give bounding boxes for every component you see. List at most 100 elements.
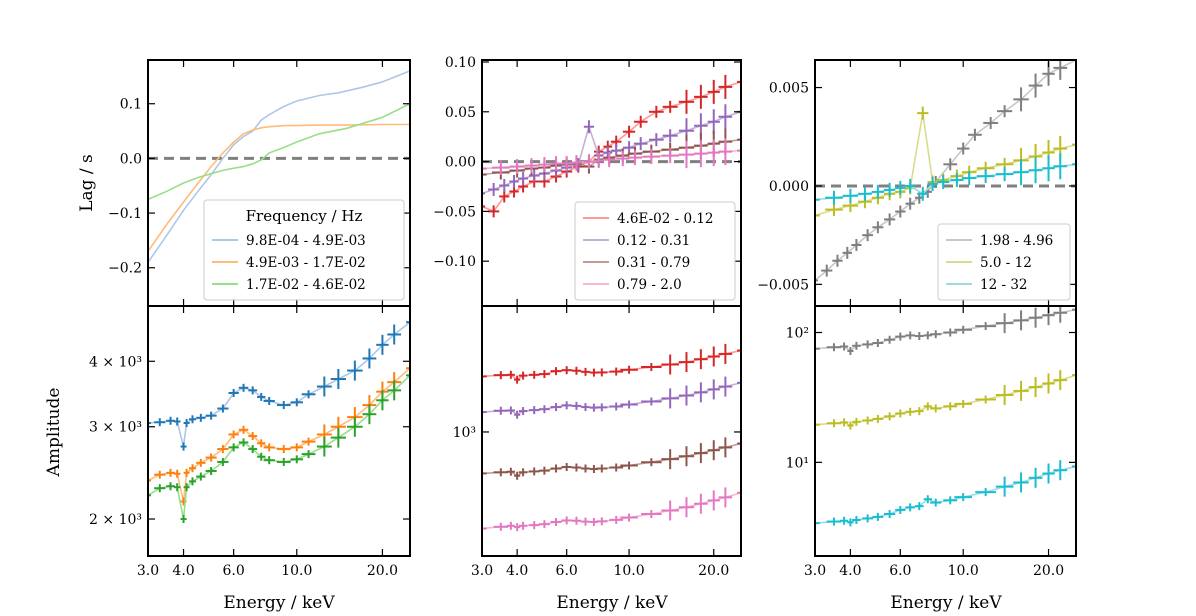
data-point — [183, 468, 190, 477]
y-tick-label: −0.005 — [757, 277, 809, 293]
data-point — [962, 171, 977, 186]
data-point — [678, 141, 695, 169]
legend-entry: 9.8E-04 - 4.9E-03 — [212, 233, 366, 249]
data-point — [815, 274, 818, 287]
data-point — [862, 229, 873, 242]
axes-frame — [481, 305, 742, 557]
data-point — [528, 406, 540, 415]
data-point — [718, 138, 733, 166]
data-point — [257, 439, 266, 448]
data-point — [609, 367, 624, 376]
series-lag-1 — [815, 60, 1076, 287]
data-point — [263, 456, 275, 465]
data-point — [1042, 463, 1055, 484]
data-point — [825, 190, 843, 205]
data-point — [872, 512, 884, 521]
x-tick-label: 20.0 — [1033, 563, 1064, 579]
data-point — [1072, 306, 1076, 320]
data-point — [1013, 87, 1029, 112]
data-point — [482, 200, 485, 213]
data-point — [248, 432, 258, 441]
data-point — [205, 466, 217, 475]
data-point — [506, 521, 515, 530]
x-tick-label: 4.0 — [506, 563, 528, 579]
data-point — [550, 367, 562, 376]
data-point — [482, 186, 485, 200]
y-tick-label: 0.00 — [445, 155, 476, 171]
data-point — [290, 398, 303, 407]
y-tick-label: 4 × 10³ — [89, 354, 142, 370]
data-point — [950, 173, 964, 188]
data-point — [678, 497, 695, 518]
data-point — [815, 208, 820, 222]
data-point — [290, 443, 303, 452]
model-line — [148, 374, 410, 520]
x-axis-label-col-1: Energy / keV — [223, 593, 335, 613]
series-lag-3 — [815, 151, 1076, 207]
data-point — [862, 514, 873, 523]
data-point — [166, 482, 175, 491]
data-point — [954, 493, 973, 502]
plot-area — [482, 69, 741, 218]
series-amp-1 — [148, 312, 410, 451]
data-point — [596, 368, 608, 377]
data-point — [571, 401, 582, 410]
data-point — [678, 352, 695, 373]
data-point — [648, 133, 664, 147]
data-point — [633, 115, 648, 128]
data-point — [943, 158, 958, 171]
data-point — [852, 515, 861, 524]
series-lag-3 — [148, 102, 410, 201]
series-lag-1 — [482, 69, 741, 218]
data-point — [884, 510, 896, 519]
data-point — [851, 238, 862, 251]
data-point — [217, 404, 229, 413]
data-point — [570, 155, 583, 171]
data-point — [518, 521, 528, 530]
data-point — [872, 414, 884, 423]
data-point — [839, 342, 849, 351]
amp-ylabel: Amplitude — [44, 388, 64, 478]
data-point — [528, 370, 540, 379]
legend-label: 12 - 32 — [980, 277, 1028, 293]
data-point — [620, 513, 638, 522]
data-point — [610, 144, 622, 158]
y-tick-label: 10¹ — [786, 455, 809, 471]
data-point — [1028, 377, 1043, 398]
legend-box — [937, 223, 1071, 301]
data-point — [1028, 73, 1043, 98]
data-point — [847, 518, 854, 527]
data-point — [826, 517, 842, 526]
data-point — [930, 330, 942, 339]
series-amp-2 — [482, 372, 741, 419]
data-point — [641, 363, 662, 372]
x-axis-label-col-2: Energy / keV — [556, 593, 668, 613]
data-point — [581, 464, 590, 473]
data-point — [641, 510, 662, 519]
data-point — [662, 129, 678, 143]
data-point — [528, 467, 540, 476]
data-point — [257, 452, 266, 461]
legend: 4.6E-02 - 0.12 0.12 - 0.31 0.31 - 0.79 0.79… — [574, 201, 736, 301]
data-point — [975, 322, 997, 331]
data-point — [506, 467, 515, 476]
data-point — [571, 366, 582, 375]
data-point — [694, 140, 708, 168]
data-point — [718, 376, 733, 397]
data-point — [506, 406, 515, 415]
data-point — [641, 458, 662, 467]
data-point — [406, 365, 410, 386]
data-point — [493, 522, 509, 531]
legend-entry: 0.31 - 0.79 — [583, 255, 690, 271]
data-point — [678, 89, 695, 114]
data-point — [257, 392, 266, 401]
data-point — [183, 483, 190, 492]
data-point — [538, 370, 550, 379]
data-point — [884, 213, 896, 226]
series-amp-3 — [148, 365, 410, 524]
data-point — [943, 402, 958, 411]
y-tick-label: 10³ — [453, 425, 476, 441]
data-point — [858, 186, 872, 201]
data-point — [154, 484, 166, 493]
data-point — [694, 382, 708, 403]
